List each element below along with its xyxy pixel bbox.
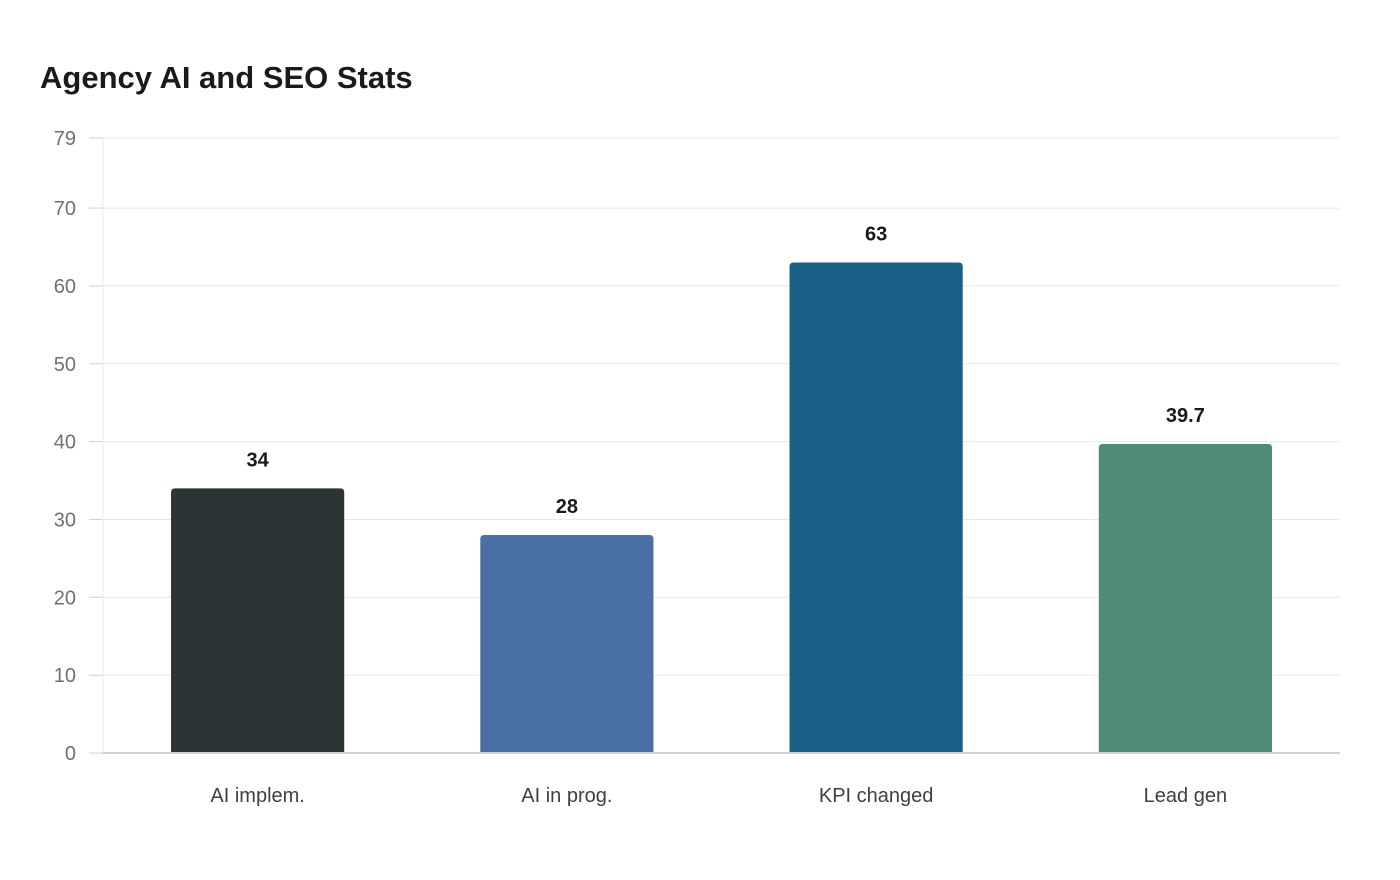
chart-title: Agency AI and SEO Stats — [40, 60, 413, 95]
category-label: Lead gen — [1144, 785, 1227, 807]
bars — [171, 262, 1272, 753]
labels: 0 10 20 30 40 50 60 70 79 34 AI implem. 28 AI in pro… — [54, 128, 1227, 807]
bar-3 — [789, 262, 963, 753]
y-tick-label: 30 — [54, 509, 76, 531]
value-label: 34 — [247, 449, 270, 471]
y-tick-label: 50 — [54, 354, 76, 376]
bar-1 — [171, 488, 345, 753]
value-label: 28 — [556, 496, 578, 518]
y-tick-label: 10 — [54, 665, 76, 687]
y-tick-label: 40 — [54, 432, 76, 454]
bar-4 — [1098, 443, 1272, 753]
y-tick-label: 79 — [54, 128, 76, 150]
bar-2 — [480, 535, 654, 753]
y-tick-label: 60 — [54, 276, 76, 298]
y-tick-label: 0 — [65, 743, 76, 765]
category-label: AI in prog. — [521, 785, 612, 807]
value-label: 39.7 — [1166, 405, 1205, 427]
y-tick-label: 70 — [54, 198, 76, 220]
category-label: KPI changed — [819, 785, 934, 807]
value-label: 63 — [865, 224, 887, 246]
category-label: AI implem. — [210, 785, 304, 807]
y-tick-label: 20 — [54, 587, 76, 609]
axes — [89, 137, 1340, 754]
